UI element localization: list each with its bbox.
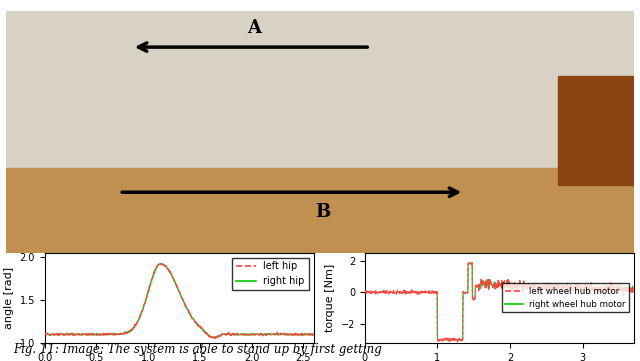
Text: A: A	[247, 19, 261, 37]
Y-axis label: torque [Nm]: torque [Nm]	[325, 264, 335, 332]
Text: Fig. 11: Image: The system is able to stand up by first getting: Fig. 11: Image: The system is able to st…	[13, 343, 381, 356]
Legend: left wheel hub motor, right wheel hub motor: left wheel hub motor, right wheel hub mo…	[502, 283, 629, 312]
Bar	[558, 76, 634, 185]
Text: B: B	[316, 203, 331, 221]
Bar	[6, 11, 634, 168]
Legend: left hip, right hip: left hip, right hip	[232, 257, 308, 290]
Bar	[6, 168, 634, 253]
Y-axis label: angle [rad]: angle [rad]	[4, 267, 14, 329]
